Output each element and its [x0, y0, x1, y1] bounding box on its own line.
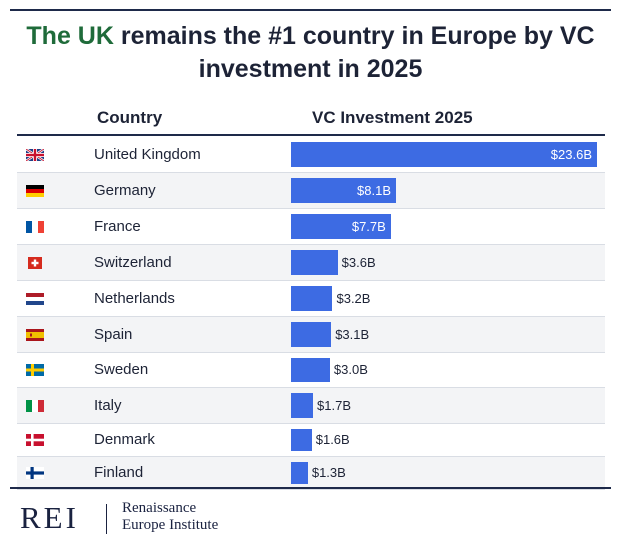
- country-label: Netherlands: [94, 289, 175, 307]
- table-row: Spain $3.1B: [17, 317, 605, 353]
- italy-flag-icon: [26, 399, 44, 412]
- table-row: Switzerland $3.6B: [17, 245, 605, 281]
- title-line1-rest: remains the #1 country in Europe by VC: [113, 22, 595, 50]
- footer-rule: [10, 487, 611, 489]
- country-label: Italy: [94, 396, 122, 414]
- country-label: Denmark: [94, 431, 155, 448]
- column-header-country: Country: [97, 108, 163, 127]
- uk-flag-icon: [26, 148, 44, 161]
- bar-value-label: $1.7B: [317, 397, 352, 413]
- table-row: Germany $8.1B: [17, 173, 605, 209]
- country-label: France: [94, 217, 141, 235]
- bar-value-label: $1.6B: [315, 432, 350, 447]
- country-label: Spain: [94, 325, 133, 343]
- logo-divider: [106, 504, 107, 534]
- table-row: France $7.7B: [17, 209, 605, 245]
- country-label: Finland: [94, 464, 144, 481]
- org-name-line1: Renaissance: [122, 500, 197, 516]
- country-label: Sweden: [94, 361, 149, 378]
- spain-flag-icon: [26, 328, 44, 341]
- top-rule: [10, 9, 611, 11]
- netherlands-flag-icon: [26, 292, 44, 305]
- table-row: Finland $1.3B: [17, 457, 605, 490]
- bar: [291, 358, 330, 382]
- bar-value-label: $7.7B: [351, 218, 386, 234]
- finland-flag-icon: [26, 467, 44, 479]
- country-label: United Kingdom: [94, 145, 201, 163]
- country-label: Germany: [94, 181, 156, 199]
- bar-value-label: $23.6B: [550, 146, 592, 162]
- chart-title: The UK remains the #1 country in Europe …: [0, 20, 621, 86]
- bar: [291, 429, 312, 451]
- bar: [291, 393, 314, 418]
- org-name: Renaissance Europe Institute: [122, 500, 218, 534]
- title-highlight: The UK: [26, 22, 114, 50]
- bar: [291, 250, 338, 275]
- switzerland-flag-icon: [28, 256, 42, 269]
- table-row: Denmark $1.6B: [17, 424, 605, 457]
- bar: [291, 462, 308, 484]
- title-line2: investment in 2025: [198, 55, 423, 83]
- org-name-line2: Europe Institute: [122, 517, 219, 533]
- table-row: Italy $1.7B: [17, 388, 605, 424]
- bar-value-label: $3.2B: [336, 290, 371, 306]
- france-flag-icon: [26, 220, 44, 233]
- country-label: Switzerland: [94, 253, 172, 271]
- bar-value-label: $3.6B: [341, 254, 376, 270]
- bar: [291, 286, 333, 311]
- table-row: United Kingdom $23.6B: [17, 137, 605, 173]
- bar-value-label: $8.1B: [357, 182, 392, 198]
- bar: [291, 178, 397, 203]
- germany-flag-icon: [26, 184, 44, 197]
- sweden-flag-icon: [26, 364, 44, 376]
- chart-rows: United Kingdom $23.6B Germany $8.1B France $7…: [17, 137, 605, 490]
- denmark-flag-icon: [26, 434, 44, 446]
- table-row: Sweden $3.0B: [17, 353, 605, 388]
- bar: [291, 322, 332, 347]
- bar-value-label: $1.3B: [311, 465, 346, 480]
- table-row: Netherlands $3.2B: [17, 281, 605, 317]
- bar: [291, 142, 597, 167]
- rei-logo: REI: [20, 500, 79, 535]
- bar: [291, 214, 391, 239]
- column-header-vc-investment: VC Investment 2025: [312, 108, 473, 127]
- header-rule: [17, 134, 605, 136]
- bar-value-label: $3.1B: [335, 326, 370, 342]
- bar-value-label: $3.0B: [333, 362, 368, 377]
